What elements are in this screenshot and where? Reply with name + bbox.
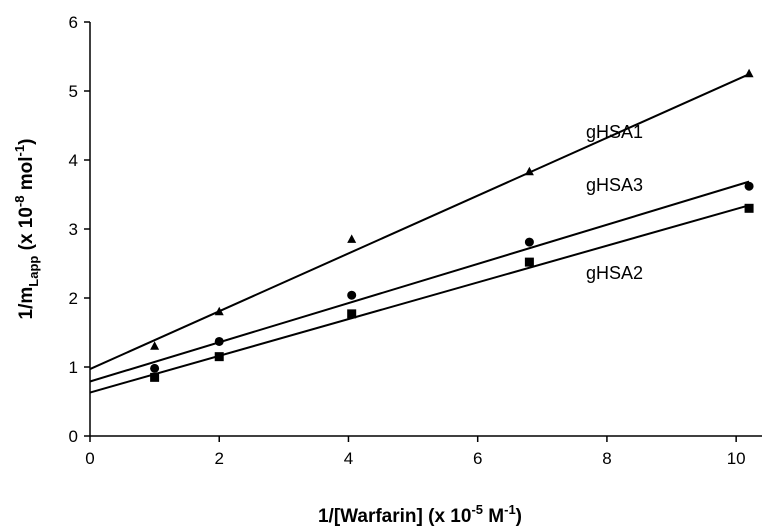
x-tick-label: 6 [473,449,482,468]
x-tick-label: 10 [727,449,746,468]
series-labels: gHSA1 gHSA3 gHSA2 [586,122,643,283]
point-ghsa2 [744,203,754,213]
y-tick-label: 6 [69,13,78,32]
y-tick-label: 3 [69,220,78,239]
data-markers [150,68,754,382]
point-ghsa3 [744,181,754,191]
y-axis-title: 1/mLapp (x 10-8 mol-1) [12,139,41,320]
x-tick-label: 8 [602,449,611,468]
x-tick-label: 4 [344,449,353,468]
axes: 0 1 2 3 4 5 6 0 2 4 6 8 10 [69,13,762,468]
point-ghsa1 [347,234,357,243]
series-label-ghsa1: gHSA1 [586,122,643,142]
point-ghsa3 [214,336,224,346]
y-tick-label: 4 [69,151,78,170]
point-ghsa3 [524,237,534,247]
point-ghsa3 [150,363,160,373]
y-tick-label: 5 [69,82,78,101]
point-ghsa3 [347,290,357,300]
x-tick-label: 2 [214,449,223,468]
y-tick-label: 2 [69,289,78,308]
y-tick-label: 1 [69,358,78,377]
series-label-ghsa2: gHSA2 [586,263,643,283]
fit-line-ghsa3 [89,180,750,383]
fit-line-ghsa1 [89,73,750,370]
fit-lines [89,73,750,394]
point-ghsa1 [214,306,224,316]
point-ghsa1 [744,68,754,78]
x-tick-label: 0 [85,449,94,468]
point-ghsa1 [150,341,160,350]
x-axis-title: 1/[Warfarin] (x 10-5 M-1) [318,502,522,527]
point-ghsa2 [150,372,160,382]
point-ghsa2 [347,309,357,319]
series-label-ghsa3: gHSA3 [586,175,643,195]
fit-line-ghsa2 [89,204,750,394]
point-ghsa1 [524,166,534,176]
y-tick-label: 0 [69,427,78,446]
point-ghsa2 [524,257,534,267]
point-ghsa2 [214,352,224,362]
